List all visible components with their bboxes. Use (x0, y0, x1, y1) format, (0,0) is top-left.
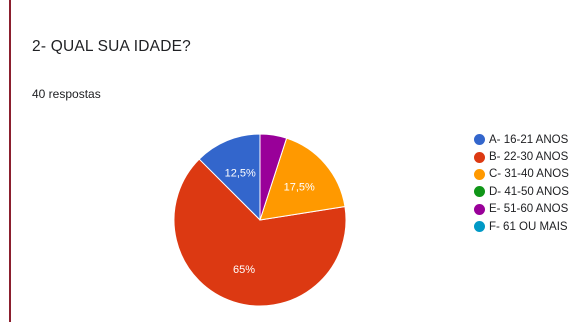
legend-label: D- 41-50 ANOS (489, 185, 569, 198)
legend-swatch (474, 168, 485, 180)
pie-slice-a-16-21-anos[interactable] (198, 133, 261, 222)
legend-swatch (474, 134, 485, 146)
legend-swatch (474, 186, 485, 198)
chart-legend: A- 16-21 ANOS B- 22-30 ANOS C- 31-40 ANOS D… (474, 131, 569, 235)
pie-slice-b-22-30-anos[interactable] (173, 158, 347, 307)
legend-item-a-16-21-anos[interactable]: A- 16-21 ANOS (474, 131, 569, 148)
legend-swatch (474, 221, 485, 233)
pie-slice-c-31-40-anos[interactable] (259, 137, 346, 221)
legend-item-d-41-50-anos[interactable]: D- 41-50 ANOS (474, 183, 569, 200)
pie-data-label: 65% (233, 264, 255, 276)
card-accent-border (9, 0, 11, 322)
legend-label: C- 31-40 ANOS (489, 168, 569, 181)
pie-data-label: 12,5% (225, 167, 256, 179)
legend-swatch (474, 151, 485, 163)
legend-item-c-31-40-anos[interactable]: C- 31-40 ANOS (474, 166, 569, 183)
legend-label: E- 51-60 ANOS (489, 203, 569, 216)
legend-item-f-61-ou-mais[interactable]: F- 61 OU MAIS (474, 218, 569, 235)
legend-label: A- 16-21 ANOS (489, 133, 569, 146)
legend-item-e-51-60-anos[interactable]: E- 51-60 ANOS (474, 201, 569, 218)
question-title: 2- QUAL SUA IDADE? (32, 38, 191, 55)
legend-swatch (474, 203, 485, 215)
response-count: 40 respostas (32, 87, 101, 101)
legend-label: B- 22-30 ANOS (489, 151, 569, 164)
legend-label: F- 61 OU MAIS (489, 220, 568, 233)
pie-data-label: 17,5% (284, 181, 315, 193)
pie-slice-e-51-60-anos[interactable] (259, 133, 288, 221)
legend-item-b-22-30-anos[interactable]: B- 22-30 ANOS (474, 148, 569, 165)
